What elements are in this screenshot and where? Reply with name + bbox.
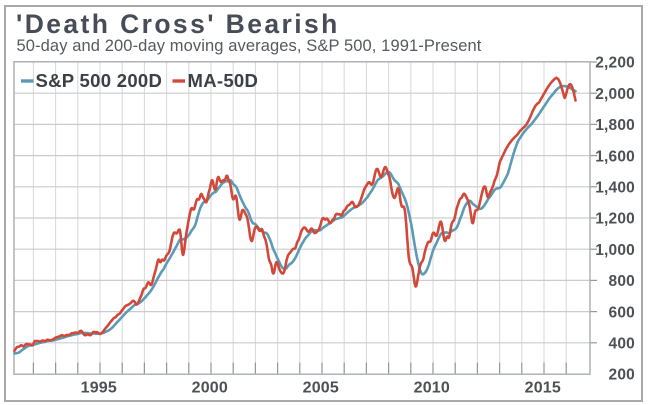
svg-text:50-day and 200-day moving aver: 50-day and 200-day moving averages, S&P … [17,37,482,55]
svg-text:'Death Cross' Bearish: 'Death Cross' Bearish [16,9,340,39]
svg-text:1,600: 1,600 [595,148,635,165]
svg-text:2015: 2015 [525,379,561,396]
svg-text:800: 800 [609,273,635,290]
svg-text:2000: 2000 [192,379,228,396]
svg-text:400: 400 [609,336,635,353]
svg-text:1,800: 1,800 [595,117,635,134]
svg-text:2010: 2010 [414,379,450,396]
svg-text:1,000: 1,000 [595,242,635,259]
svg-text:200: 200 [609,367,635,384]
svg-text:MA-50D: MA-50D [188,70,259,91]
svg-text:1,200: 1,200 [595,211,635,228]
svg-text:2,000: 2,000 [595,86,635,103]
svg-text:1,400: 1,400 [595,180,635,197]
svg-text:2,200: 2,200 [595,55,635,72]
svg-text:1995: 1995 [81,379,117,396]
svg-text:600: 600 [609,304,635,321]
svg-text:2005: 2005 [303,379,339,396]
svg-text:S&P 500 200D: S&P 500 200D [36,70,163,91]
